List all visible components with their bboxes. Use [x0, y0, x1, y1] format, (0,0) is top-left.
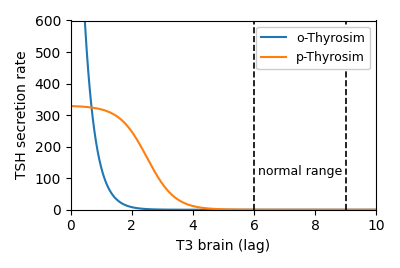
p-Thyrosim [68, 105, 73, 108]
p-Thyrosim [309, 208, 314, 211]
o-Thyrosim [365, 208, 370, 211]
o-Thyrosim [217, 208, 222, 211]
p-Thyrosim [365, 208, 370, 211]
Line: p-Thyrosim: p-Thyrosim [71, 106, 376, 210]
o-Thyrosim [374, 208, 378, 211]
o-Thyrosim [365, 208, 370, 211]
X-axis label: T3 brain (lag): T3 brain (lag) [176, 239, 270, 253]
p-Thyrosim [374, 208, 378, 211]
p-Thyrosim [217, 207, 222, 211]
p-Thyrosim [209, 207, 214, 210]
Legend: o-Thyrosim, p-Thyrosim: o-Thyrosim, p-Thyrosim [256, 27, 370, 69]
o-Thyrosim [84, 42, 89, 45]
Line: o-Thyrosim: o-Thyrosim [71, 0, 376, 210]
p-Thyrosim [84, 105, 89, 109]
p-Thyrosim [365, 208, 370, 211]
o-Thyrosim [209, 208, 214, 211]
Text: normal range: normal range [258, 165, 342, 178]
Y-axis label: TSH secretion rate: TSH secretion rate [15, 51, 29, 179]
o-Thyrosim [309, 208, 314, 211]
